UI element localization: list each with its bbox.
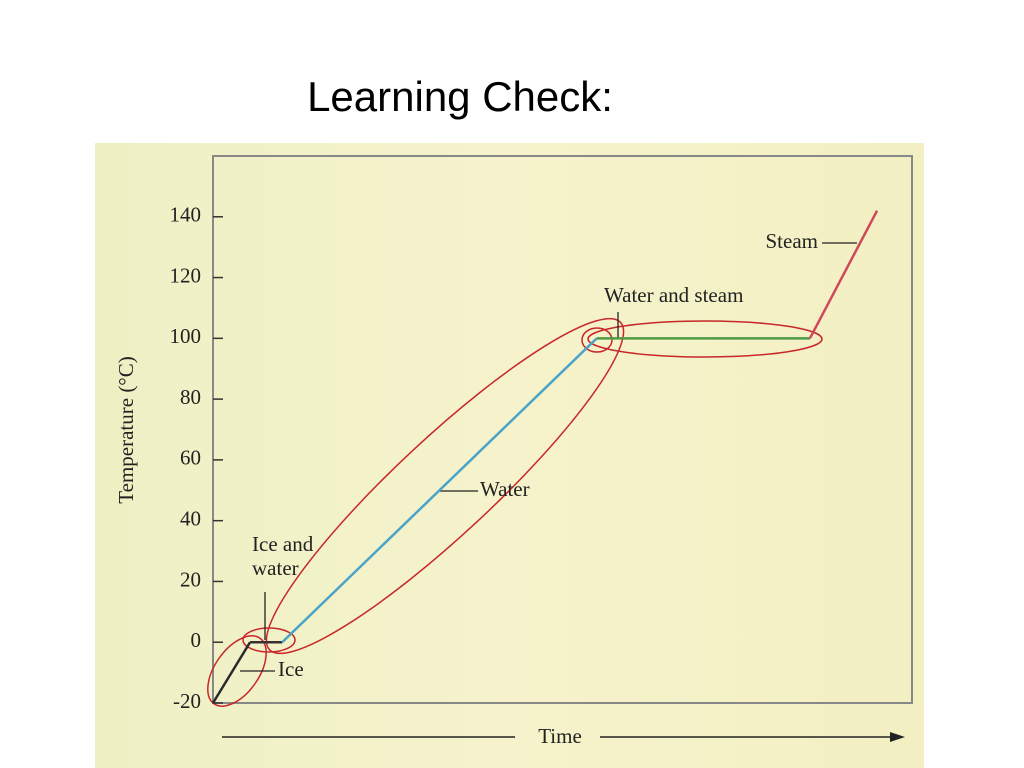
y-axis-label: Temperature (°C) <box>114 356 138 503</box>
series-label: Water <box>480 477 530 501</box>
slide-title: Learning Check: <box>307 73 613 120</box>
x-axis-label: Time <box>538 724 582 748</box>
y-tick-label: 100 <box>170 324 202 348</box>
highlights <box>207 317 823 707</box>
plot-frame <box>212 155 913 704</box>
chart-background <box>95 143 924 768</box>
y-tick-label: 20 <box>180 567 201 591</box>
y-tick-label: 0 <box>191 628 202 652</box>
leader-lines <box>240 242 857 672</box>
y-tick-label: 80 <box>180 385 201 409</box>
series-line <box>211 641 252 704</box>
y-tick-label: 60 <box>180 446 201 470</box>
highlight-ellipse <box>587 320 823 358</box>
arrow-head <box>890 732 905 742</box>
y-tick-label: 120 <box>170 263 202 287</box>
highlight-ellipse <box>207 635 267 707</box>
series-line <box>808 210 879 339</box>
highlight-ellipse <box>581 327 613 353</box>
highlight-ellipse <box>265 317 625 655</box>
y-tick-label: 140 <box>170 203 202 227</box>
chart: Temperature (°C) Time -20 0 20 40 60 80 100 120… <box>95 143 924 768</box>
y-tick-label: -20 <box>173 689 201 713</box>
series-label: Ice and water <box>252 532 314 580</box>
series-label-box: Ice and water <box>252 532 314 580</box>
series-label: Water and steam <box>604 283 743 307</box>
series-label: Ice <box>278 657 304 681</box>
series-line <box>281 337 598 644</box>
series-label: Steam <box>766 229 819 253</box>
y-tick-label: 40 <box>180 506 201 530</box>
